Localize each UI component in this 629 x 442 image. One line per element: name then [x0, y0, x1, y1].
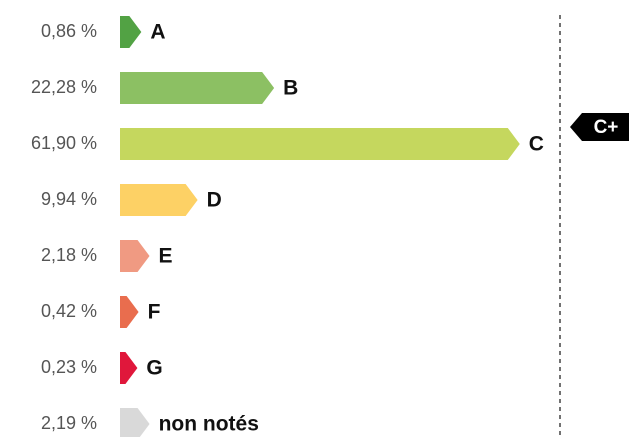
bar: [120, 240, 150, 272]
value-label: 2,19 %: [41, 413, 97, 433]
category-label: A: [150, 21, 165, 44]
value-label: 0,86 %: [41, 21, 97, 41]
bar: [120, 128, 520, 160]
category-label: C: [529, 133, 544, 156]
category-label: non notés: [159, 413, 259, 436]
value-label: 61,90 %: [31, 133, 97, 153]
value-label: 2,18 %: [41, 245, 97, 265]
category-label: B: [283, 77, 298, 100]
bar: [120, 408, 150, 440]
value-label: 0,23 %: [41, 357, 97, 377]
value-label: 0,42 %: [41, 301, 97, 321]
category-label: E: [159, 245, 173, 268]
category-label: D: [207, 189, 222, 212]
bar: [120, 184, 198, 216]
rating-badge: [570, 113, 629, 141]
category-label: G: [146, 357, 162, 380]
category-label: F: [148, 301, 161, 324]
bar: [120, 72, 275, 104]
rating-label: C+: [594, 117, 619, 138]
value-label: 22,28 %: [31, 77, 97, 97]
bar: [120, 296, 139, 328]
bar: [120, 352, 138, 384]
value-label: 9,94 %: [41, 189, 97, 209]
bar: [120, 16, 142, 48]
